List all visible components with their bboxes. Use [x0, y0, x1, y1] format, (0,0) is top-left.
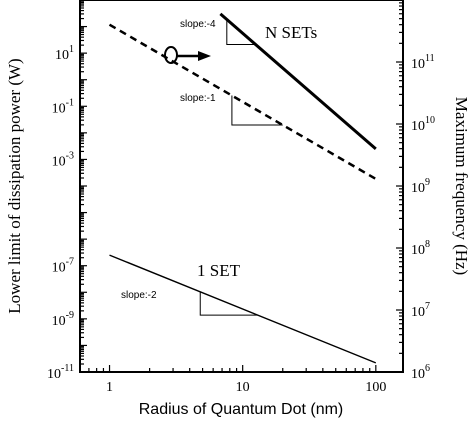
y-left-tick-label: 10-3 [52, 150, 74, 169]
slope-label-dashed: slope:-1 [180, 93, 216, 104]
series-line-1 [219, 12, 377, 151]
series-line-2 [108, 23, 377, 180]
series-line-3 [109, 254, 377, 364]
right-axis-marker-arrow-head [198, 51, 211, 61]
y-right-axis-ticks: 106 107 108 109 1010 1011 [396, 0, 435, 382]
x-axis-ticks: 1 10 100 [79, 365, 386, 395]
series-lines [108, 12, 377, 364]
plot-frame [79, 0, 404, 373]
slope-triangle-dashed [231, 95, 283, 126]
y-right-tick-label: 1011 [411, 53, 435, 72]
y-left-tick-label: 10-7 [52, 257, 74, 276]
slope-label-one-set: slope:-2 [121, 290, 157, 301]
slope-label-n-sets: slope:-4 [180, 19, 216, 30]
slope-triangle-n-sets [226, 19, 256, 45]
y-right-tick-label: 108 [411, 239, 430, 258]
y-left-tick-label: 10-9 [52, 310, 74, 329]
right-axis-marker-circle [164, 46, 178, 64]
y-right-tick-label: 1010 [411, 115, 435, 134]
y-left-axis-title: Lower limit of dissipation power (W) [5, 58, 24, 313]
slope-triangles [199, 19, 283, 316]
one-set-label: 1 SET [197, 261, 241, 280]
y-right-tick-label: 107 [411, 301, 430, 320]
slope-triangle-one-set [199, 291, 258, 316]
y-left-tick-label: 10-1 [52, 97, 74, 116]
y-right-tick-label: 109 [411, 177, 430, 196]
y-left-axis-ticks: 10-11 10-9 10-7 10-3 10-1 101 [47, 0, 87, 382]
y-left-tick-label: 10-11 [47, 363, 74, 382]
y-left-tick-label: 101 [55, 44, 74, 63]
x-axis-title: Radius of Quantum Dot (nm) [139, 401, 344, 418]
y-right-axis-title: Maximum frequency (Hz) [452, 97, 471, 275]
n-sets-label: N SETs [265, 23, 317, 42]
x-tick-label: 10 [236, 380, 250, 395]
y-right-tick-label: 106 [411, 363, 430, 382]
x-tick-label: 100 [365, 380, 386, 395]
x-tick-label: 1 [106, 380, 113, 395]
